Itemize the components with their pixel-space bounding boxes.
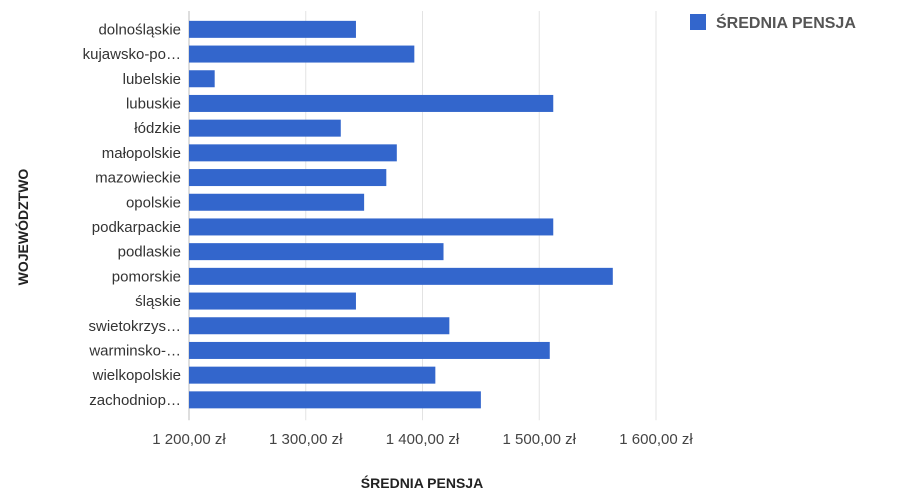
category-label: śląskie [135,293,181,310]
category-label: lubelskie [123,71,181,88]
x-tick-label: 1 500,00 zł [503,431,577,448]
category-label: małopolskie [102,145,181,162]
category-label: zachodniop… [89,392,181,409]
category-label: lubuskie [126,95,181,112]
bar [189,267,613,285]
legend-label: ŚREDNIA PENSJA [716,13,856,32]
x-axis-title: ŚREDNIA PENSJA [361,474,483,491]
bar [189,366,436,384]
legend-swatch [690,14,706,30]
bar [189,218,554,236]
category-label: opolskie [126,194,181,211]
bar [189,94,554,112]
y-axis-title: WOJEWÓDZTWO [14,169,31,286]
bar [189,169,387,187]
bar [189,70,215,88]
bar [189,193,365,211]
bar [189,119,341,137]
x-tick-label: 1 400,00 zł [386,431,460,448]
category-labels: dolnośląskie kujawsko-po… lubelskie lubuski… [83,21,181,409]
category-label: kujawsko-po… [83,46,181,63]
category-label: łódzkie [134,120,181,137]
category-label: mazowieckie [95,170,181,187]
bars [189,20,613,409]
category-label: podlaskie [118,244,181,261]
bar [189,45,415,63]
category-label: dolnośląskie [98,21,181,38]
category-label: pomorskie [112,268,181,285]
x-tick-labels: 1 200,00 zł 1 300,00 zł 1 400,00 zł 1 500,0… [152,431,693,448]
x-tick-label: 1 300,00 zł [269,431,343,448]
category-label: warminsko-… [88,342,181,359]
x-tick-label: 1 200,00 zł [152,431,226,448]
category-label: swietokrzys… [88,318,181,335]
bar [189,341,550,359]
bar [189,243,444,261]
bar [189,317,450,335]
bar [189,292,356,310]
bar [189,20,356,38]
bar [189,144,397,162]
category-label: wielkopolskie [92,367,181,384]
bar [189,391,481,409]
x-tick-label: 1 600,00 zł [619,431,693,448]
legend: ŚREDNIA PENSJA [690,13,856,32]
category-label: podkarpackie [92,219,181,236]
